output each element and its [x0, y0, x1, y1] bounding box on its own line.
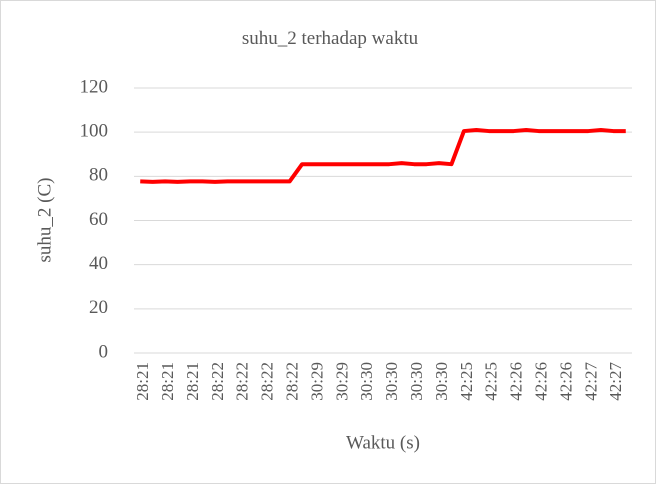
- y-tick-label: 20: [89, 297, 108, 318]
- x-tick-label: 42:26: [556, 362, 575, 401]
- x-tick-label: 42:25: [482, 362, 501, 401]
- x-tick-label: 28:21: [133, 362, 152, 401]
- x-tick-label: 30:29: [332, 362, 351, 401]
- y-tick-label: 40: [89, 253, 108, 274]
- x-tick-label: 42:26: [507, 362, 526, 401]
- x-tick-label: 30:30: [357, 362, 376, 401]
- x-tick-label: 28:22: [208, 362, 227, 401]
- y-axis-title: suhu_2 (C): [34, 178, 55, 263]
- x-tick-label: 28:22: [283, 362, 302, 401]
- x-tick-label: 28:21: [158, 362, 177, 401]
- x-tick-label: 42:25: [457, 362, 476, 401]
- y-tick-label: 100: [80, 121, 109, 142]
- x-tick-label: 42:27: [606, 362, 625, 401]
- data-line: [140, 127, 626, 184]
- x-tick-label: 42:26: [532, 362, 551, 401]
- x-tick-label: 28:22: [258, 362, 277, 401]
- y-tick-label: 0: [99, 341, 109, 362]
- chart-title: suhu_2 terhadap waktu: [242, 28, 419, 49]
- x-axis-title: Waktu (s): [346, 432, 420, 453]
- x-tick-label: 28:21: [183, 362, 202, 401]
- y-tick-label: 120: [80, 76, 109, 97]
- x-tick-label: 30:30: [382, 362, 401, 401]
- y-tick-label: 80: [89, 165, 108, 186]
- x-tick-label: 28:22: [233, 362, 252, 401]
- x-tick-label: 30:29: [307, 362, 326, 401]
- x-tick-label: 42:27: [581, 362, 600, 401]
- x-tick-label: 30:30: [407, 362, 426, 401]
- y-tick-label: 60: [89, 209, 108, 230]
- x-tick-label: 30:30: [432, 362, 451, 401]
